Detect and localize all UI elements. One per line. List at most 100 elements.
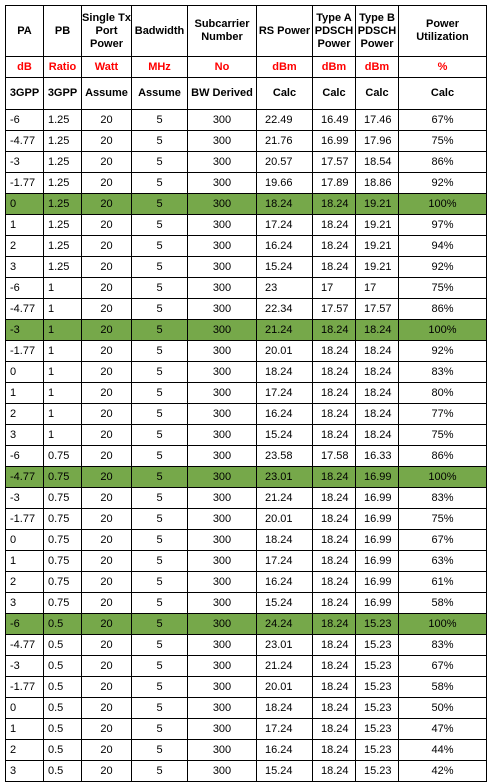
cell-type-b-pdsch-power: 17.57 bbox=[355, 298, 399, 320]
cell-pa: 3 bbox=[5, 592, 44, 614]
cell-type-a-pdsch-power: 18.24 bbox=[312, 697, 356, 719]
cell-rs-power: 21.76 bbox=[256, 130, 313, 152]
cell-single-tx-port-power: 20 bbox=[81, 613, 132, 635]
cell-type-a-pdsch-power: 18.24 bbox=[312, 487, 356, 509]
cell-pa: -1.77 bbox=[5, 508, 44, 530]
cell-bandwidth: 5 bbox=[131, 109, 188, 131]
table-row: 3 1 20 5 300 15.24 18.24 18.24 75% bbox=[5, 424, 487, 446]
cell-type-a-pdsch-power: 18.24 bbox=[312, 214, 356, 236]
cell-rs-power: 15.24 bbox=[256, 424, 313, 446]
cell-type-b-pdsch-power: 16.99 bbox=[355, 571, 399, 593]
cell-type-a-pdsch-power: 18.24 bbox=[312, 256, 356, 278]
cell-bandwidth: 5 bbox=[131, 382, 188, 404]
cell-type-b-pdsch-power: 15.23 bbox=[355, 697, 399, 719]
cell-pb: 1.25 bbox=[43, 130, 82, 152]
cell-pb: 0.5 bbox=[43, 697, 82, 719]
cell-pa: 0 bbox=[5, 193, 44, 215]
cell-rs-power: 22.49 bbox=[256, 109, 313, 131]
cell-type-a-pdsch-power: 18.24 bbox=[312, 382, 356, 404]
cell-power-utilization: 58% bbox=[398, 592, 487, 614]
cell-rs-power: 21.24 bbox=[256, 487, 313, 509]
cell-rs-power: 15.24 bbox=[256, 256, 313, 278]
cell-power-utilization: 42% bbox=[398, 760, 487, 782]
cell-pa: 1 bbox=[5, 214, 44, 236]
cell-power-utilization: 86% bbox=[398, 445, 487, 467]
table-row: 1 1 20 5 300 17.24 18.24 18.24 80% bbox=[5, 382, 487, 404]
cell-bandwidth: 5 bbox=[131, 319, 188, 341]
header-type-b-pdsch-power: Type B PDSCH Power bbox=[355, 5, 399, 57]
cell-subcarrier-number: 300 bbox=[187, 424, 257, 446]
cell-pb: 0.75 bbox=[43, 550, 82, 572]
table-row: 3 1.25 20 5 300 15.24 18.24 19.21 92% bbox=[5, 256, 487, 278]
cell-bandwidth: 5 bbox=[131, 739, 188, 761]
source-subcarrier-number: BW Derived bbox=[187, 77, 257, 110]
cell-rs-power: 16.24 bbox=[256, 403, 313, 425]
cell-single-tx-port-power: 20 bbox=[81, 508, 132, 530]
cell-single-tx-port-power: 20 bbox=[81, 403, 132, 425]
cell-pb: 0.75 bbox=[43, 445, 82, 467]
cell-subcarrier-number: 300 bbox=[187, 466, 257, 488]
cell-subcarrier-number: 300 bbox=[187, 214, 257, 236]
unit-row: dB Ratio Watt MHz No dBm dBm dBm % bbox=[5, 56, 487, 78]
header-type-a-pdsch-power: Type A PDSCH Power bbox=[312, 5, 356, 57]
cell-type-b-pdsch-power: 15.23 bbox=[355, 739, 399, 761]
power-table: PA PB Single Tx Port Power Badwidth Subc… bbox=[5, 5, 487, 782]
cell-type-b-pdsch-power: 17 bbox=[355, 277, 399, 299]
cell-pa: 3 bbox=[5, 760, 44, 782]
cell-bandwidth: 5 bbox=[131, 445, 188, 467]
cell-pa: -6 bbox=[5, 613, 44, 635]
header-power-utilization: Power Utilization bbox=[398, 5, 487, 57]
cell-pa: -6 bbox=[5, 109, 44, 131]
table-row: 2 1 20 5 300 16.24 18.24 18.24 77% bbox=[5, 403, 487, 425]
table-row: -1.77 1 20 5 300 20.01 18.24 18.24 92% bbox=[5, 340, 487, 362]
cell-bandwidth: 5 bbox=[131, 634, 188, 656]
cell-subcarrier-number: 300 bbox=[187, 277, 257, 299]
cell-bandwidth: 5 bbox=[131, 361, 188, 383]
cell-bandwidth: 5 bbox=[131, 256, 188, 278]
cell-pb: 1 bbox=[43, 403, 82, 425]
table-row: 0 0.75 20 5 300 18.24 18.24 16.99 67% bbox=[5, 529, 487, 551]
cell-power-utilization: 92% bbox=[398, 340, 487, 362]
cell-pa: -3 bbox=[5, 319, 44, 341]
cell-pa: 3 bbox=[5, 256, 44, 278]
cell-single-tx-port-power: 20 bbox=[81, 445, 132, 467]
unit-rs-power: dBm bbox=[256, 56, 313, 78]
cell-type-b-pdsch-power: 18.24 bbox=[355, 319, 399, 341]
cell-power-utilization: 75% bbox=[398, 277, 487, 299]
cell-type-a-pdsch-power: 18.24 bbox=[312, 193, 356, 215]
cell-type-b-pdsch-power: 18.86 bbox=[355, 172, 399, 194]
cell-type-b-pdsch-power: 18.24 bbox=[355, 403, 399, 425]
header-pb: PB bbox=[43, 5, 82, 57]
cell-pa: 2 bbox=[5, 235, 44, 257]
cell-type-b-pdsch-power: 19.21 bbox=[355, 193, 399, 215]
cell-type-b-pdsch-power: 15.23 bbox=[355, 760, 399, 782]
cell-bandwidth: 5 bbox=[131, 613, 188, 635]
cell-bandwidth: 5 bbox=[131, 130, 188, 152]
cell-type-a-pdsch-power: 18.24 bbox=[312, 403, 356, 425]
cell-type-a-pdsch-power: 18.24 bbox=[312, 424, 356, 446]
cell-bandwidth: 5 bbox=[131, 487, 188, 509]
cell-subcarrier-number: 300 bbox=[187, 739, 257, 761]
cell-bandwidth: 5 bbox=[131, 424, 188, 446]
cell-subcarrier-number: 300 bbox=[187, 361, 257, 383]
cell-subcarrier-number: 300 bbox=[187, 760, 257, 782]
table-row-highlighted: 0 1.25 20 5 300 18.24 18.24 19.21 100% bbox=[5, 193, 487, 215]
cell-rs-power: 16.24 bbox=[256, 571, 313, 593]
cell-type-a-pdsch-power: 18.24 bbox=[312, 508, 356, 530]
cell-subcarrier-number: 300 bbox=[187, 550, 257, 572]
cell-single-tx-port-power: 20 bbox=[81, 634, 132, 656]
cell-type-b-pdsch-power: 18.54 bbox=[355, 151, 399, 173]
cell-type-b-pdsch-power: 18.24 bbox=[355, 361, 399, 383]
cell-rs-power: 20.01 bbox=[256, 508, 313, 530]
cell-subcarrier-number: 300 bbox=[187, 235, 257, 257]
cell-type-a-pdsch-power: 18.24 bbox=[312, 571, 356, 593]
cell-power-utilization: 100% bbox=[398, 466, 487, 488]
table-row-highlighted: -6 0.5 20 5 300 24.24 18.24 15.23 100% bbox=[5, 613, 487, 635]
table-row: -4.77 1 20 5 300 22.34 17.57 17.57 86% bbox=[5, 298, 487, 320]
cell-rs-power: 21.24 bbox=[256, 319, 313, 341]
header-single-tx-port-power: Single Tx Port Power bbox=[81, 5, 132, 57]
cell-single-tx-port-power: 20 bbox=[81, 235, 132, 257]
cell-pb: 0.75 bbox=[43, 466, 82, 488]
cell-single-tx-port-power: 20 bbox=[81, 193, 132, 215]
cell-single-tx-port-power: 20 bbox=[81, 592, 132, 614]
